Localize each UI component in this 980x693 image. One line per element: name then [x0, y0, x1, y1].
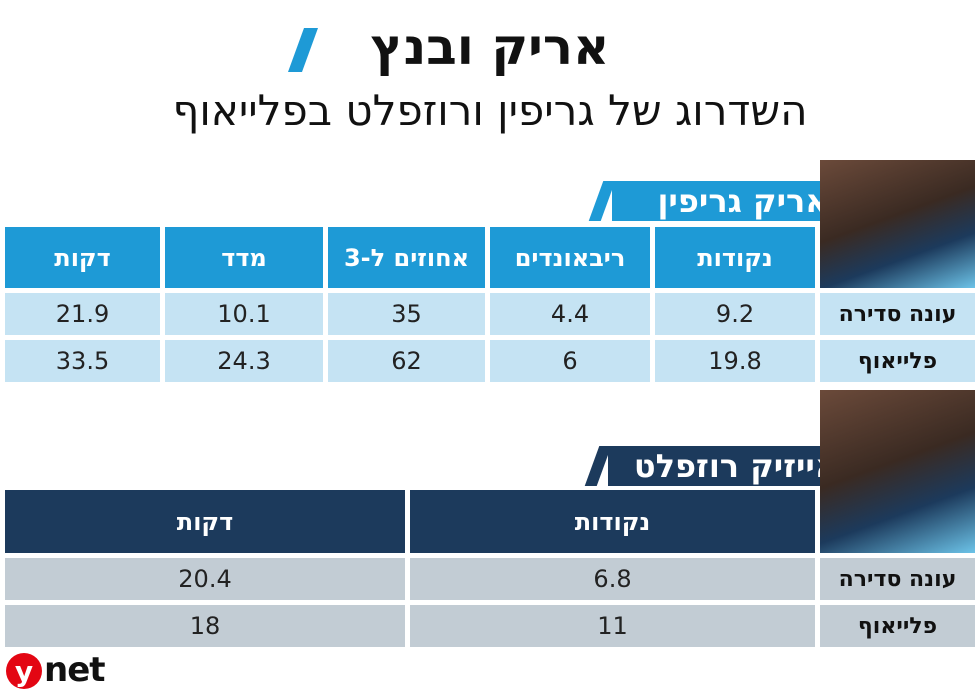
row-label: פלייאוף	[820, 340, 975, 382]
column-header: דקות	[5, 227, 160, 288]
column-header: דקות	[5, 490, 405, 553]
column-header: מדד	[165, 227, 323, 288]
table-cell: 10.1	[165, 293, 323, 335]
column-header: נקודות	[655, 227, 815, 288]
row-label: עונה סדירה	[820, 293, 975, 335]
column-header: נקודות	[410, 490, 815, 553]
table-cell: 9.2	[655, 293, 815, 335]
table-cell: 24.3	[165, 340, 323, 382]
row-label: עונה סדירה	[820, 558, 975, 600]
page-title: אריק ובנץ	[370, 18, 610, 76]
table-cell: 19.8	[655, 340, 815, 382]
table-cell: 6.8	[410, 558, 815, 600]
table-cell: 35	[328, 293, 485, 335]
table-cell: 4.4	[490, 293, 650, 335]
page-subtitle: השדרוג של גריפין ורוזפלט בפלייאוף	[172, 85, 808, 135]
player-photo-rozenfelt	[820, 390, 975, 553]
table-cell: 21.9	[5, 293, 160, 335]
row-label: פלייאוף	[820, 605, 975, 647]
table-cell: 20.4	[5, 558, 405, 600]
ynet-logo-net: net	[44, 650, 106, 690]
table-cell: 18	[5, 605, 405, 647]
table-cell: 62	[328, 340, 485, 382]
player-photo-griffin	[820, 160, 975, 288]
table-cell: 33.5	[5, 340, 160, 382]
column-header: ריבאונדים	[490, 227, 650, 288]
table-cell: 11	[410, 605, 815, 647]
ynet-logo-y: y	[6, 653, 42, 689]
column-header: אחוזים ל-3	[328, 227, 485, 288]
table-cell: 6	[490, 340, 650, 382]
